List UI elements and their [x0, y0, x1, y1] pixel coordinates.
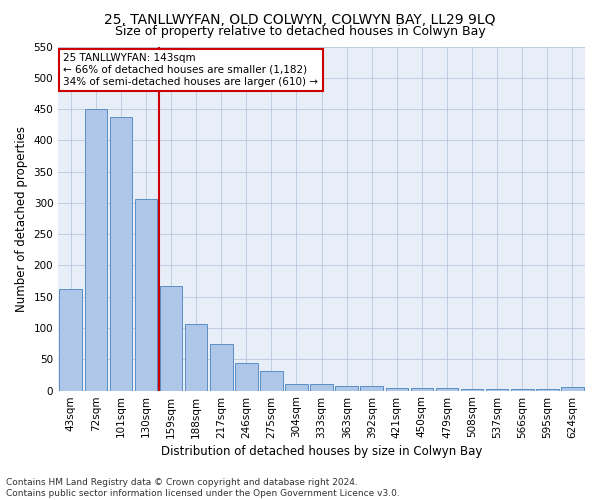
Y-axis label: Number of detached properties: Number of detached properties — [15, 126, 28, 312]
Bar — [185, 324, 208, 390]
Bar — [436, 388, 458, 390]
Bar — [285, 384, 308, 390]
Text: 25, TANLLWYFAN, OLD COLWYN, COLWYN BAY, LL29 9LQ: 25, TANLLWYFAN, OLD COLWYN, COLWYN BAY, … — [104, 12, 496, 26]
Bar — [536, 388, 559, 390]
Bar — [310, 384, 333, 390]
Bar — [361, 386, 383, 390]
Bar — [134, 199, 157, 390]
Text: Size of property relative to detached houses in Colwyn Bay: Size of property relative to detached ho… — [115, 25, 485, 38]
Bar — [85, 109, 107, 390]
Bar — [410, 388, 433, 390]
Bar — [561, 388, 584, 390]
Bar — [59, 288, 82, 390]
Bar — [260, 370, 283, 390]
X-axis label: Distribution of detached houses by size in Colwyn Bay: Distribution of detached houses by size … — [161, 444, 482, 458]
Text: 25 TANLLWYFAN: 143sqm
← 66% of detached houses are smaller (1,182)
34% of semi-d: 25 TANLLWYFAN: 143sqm ← 66% of detached … — [64, 54, 319, 86]
Bar — [235, 363, 257, 390]
Bar — [511, 388, 533, 390]
Bar — [335, 386, 358, 390]
Bar — [110, 116, 132, 390]
Bar — [386, 388, 408, 390]
Bar — [461, 388, 484, 390]
Bar — [486, 388, 508, 390]
Bar — [160, 286, 182, 391]
Text: Contains HM Land Registry data © Crown copyright and database right 2024.
Contai: Contains HM Land Registry data © Crown c… — [6, 478, 400, 498]
Bar — [210, 344, 233, 391]
